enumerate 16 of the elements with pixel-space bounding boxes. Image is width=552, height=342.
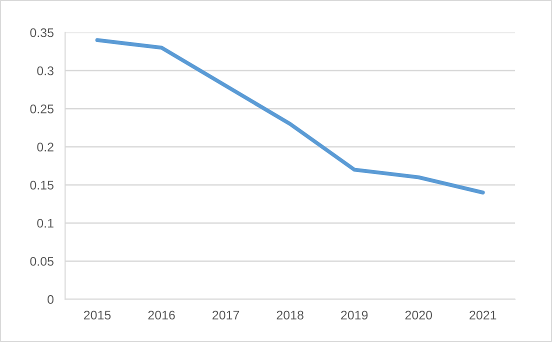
y-tick-label: 0.3 xyxy=(37,66,54,76)
y-tick-label: 0.05 xyxy=(30,256,54,266)
x-tick-label: 2018 xyxy=(276,310,304,320)
y-tick-label: 0 xyxy=(48,295,54,304)
y-tick-label: 0.15 xyxy=(30,180,54,190)
x-tick-label: 2015 xyxy=(84,310,111,320)
y-tick-label: 0.25 xyxy=(30,104,54,114)
x-tick-label: 2020 xyxy=(405,310,432,320)
x-tick-label: 2021 xyxy=(470,310,496,320)
x-tick-label: 2017 xyxy=(212,310,240,320)
x-tick-label: 2019 xyxy=(341,310,368,320)
y-tick-label: 0.35 xyxy=(30,28,54,38)
y-tick-label: 0.1 xyxy=(37,218,54,228)
x-tick-label: 2016 xyxy=(148,310,175,320)
line-series xyxy=(95,38,485,194)
y-tick-label: 0.2 xyxy=(37,142,54,152)
